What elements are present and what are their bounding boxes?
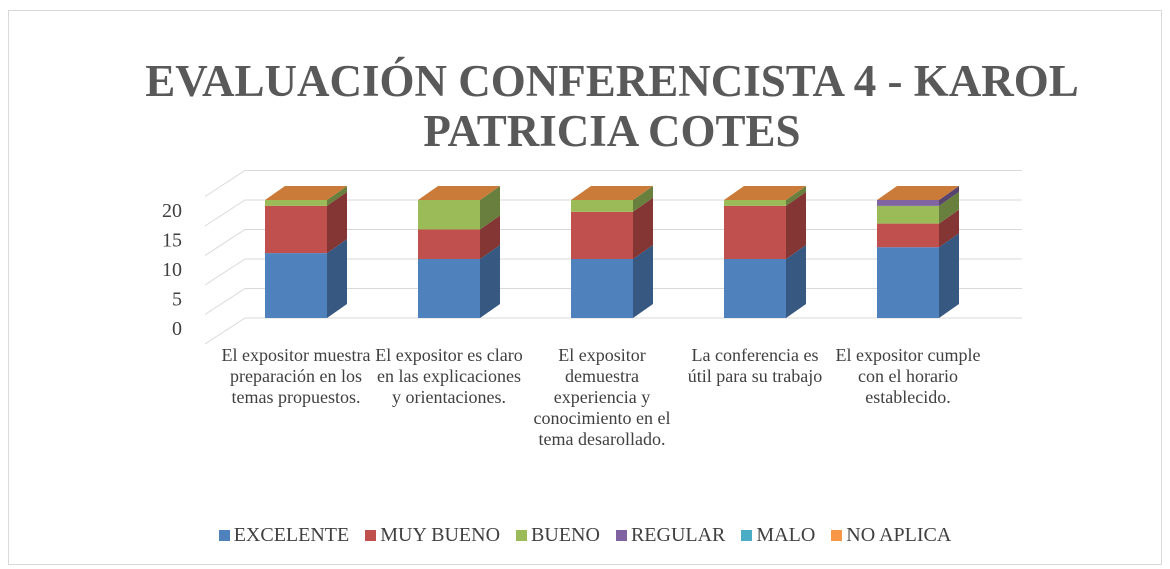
legend-swatch xyxy=(615,530,627,541)
bar-side xyxy=(633,197,653,259)
title-line: PATRICIA COTES xyxy=(423,106,800,156)
bar-side xyxy=(633,245,653,318)
bar-segment xyxy=(877,200,939,206)
legend-swatch xyxy=(365,530,377,541)
bar-segment xyxy=(265,253,327,318)
bar-segment xyxy=(418,229,480,259)
legend-label: NO APLICA xyxy=(846,524,952,546)
bar-segment xyxy=(571,259,633,318)
wall-line xyxy=(204,170,1022,197)
legend-label: BUENO xyxy=(531,524,600,546)
bar-side xyxy=(480,215,500,259)
legend-swatch xyxy=(741,530,753,541)
x-tick-label: El expositor muestra preparación en los … xyxy=(221,345,371,407)
y-tick-label: 20 xyxy=(162,200,182,222)
bar-top xyxy=(877,186,959,200)
legend-item: BUENO xyxy=(516,524,600,547)
y-tick-label: 5 xyxy=(172,289,182,311)
bar-side xyxy=(939,186,959,206)
bar-segment xyxy=(571,200,633,212)
legend-swatch xyxy=(831,530,843,541)
x-tick-label: La conferencia es útil para su trabajo xyxy=(687,345,823,386)
bar-segment xyxy=(265,200,327,206)
bar-side xyxy=(786,245,806,318)
bar-side xyxy=(327,239,347,318)
legend-item: MUY BUENO xyxy=(365,524,500,547)
chart-title: EVALUACIÓN CONFERENCISTA 4 - KAROL PATRIC… xyxy=(145,56,1078,156)
legend: EXCELENTE MUY BUENO BUENO REGULAR MALO NO APL… xyxy=(0,524,1170,547)
bar-segment xyxy=(724,259,786,318)
y-tick-label: 10 xyxy=(162,259,182,281)
legend-label: EXCELENTE xyxy=(233,524,350,546)
bar-side xyxy=(786,191,806,259)
bar-side xyxy=(480,245,500,318)
legend-swatch xyxy=(516,530,528,541)
bar-side xyxy=(939,233,959,318)
y-tick-label: 0 xyxy=(172,318,182,340)
bar-segment xyxy=(877,205,939,224)
bar-side xyxy=(633,186,653,212)
bar-segment xyxy=(418,200,480,230)
bar-side xyxy=(480,186,500,230)
legend-label: MALO xyxy=(756,524,816,546)
legend-item: EXCELENTE xyxy=(218,524,350,547)
y-tick-label: 15 xyxy=(162,230,182,252)
bar-segment xyxy=(724,205,786,259)
bar-segment xyxy=(877,223,939,248)
bar-top xyxy=(724,186,806,200)
bar-segment xyxy=(724,200,786,206)
legend-item: REGULAR xyxy=(615,524,726,547)
bar-top xyxy=(571,186,653,200)
bar-top xyxy=(418,186,500,200)
bar-segment xyxy=(265,205,327,254)
x-tick-label: El expositor cumple con el horario estab… xyxy=(835,345,981,407)
title-line: EVALUACIÓN CONFERENCISTA 4 - KAROL xyxy=(145,56,1078,106)
legend-label: MUY BUENO xyxy=(380,524,501,546)
legend-item: NO APLICA xyxy=(831,524,951,547)
legend-swatch xyxy=(218,530,230,541)
bar-segment xyxy=(571,211,633,259)
x-tick-label: El expositor es claro en las explicacion… xyxy=(375,345,523,407)
bar-side xyxy=(939,191,959,224)
bar-side xyxy=(786,186,806,206)
bar-segment xyxy=(877,247,939,318)
bar-side xyxy=(327,186,347,206)
x-tick-label: El expositor demuestra experiencia y con… xyxy=(533,345,671,449)
legend-item: MALO xyxy=(741,524,815,547)
bar-side xyxy=(939,209,959,248)
bar-segment xyxy=(418,259,480,318)
legend-label: REGULAR xyxy=(630,524,726,546)
bar-side xyxy=(327,191,347,254)
bar-top xyxy=(265,186,347,200)
